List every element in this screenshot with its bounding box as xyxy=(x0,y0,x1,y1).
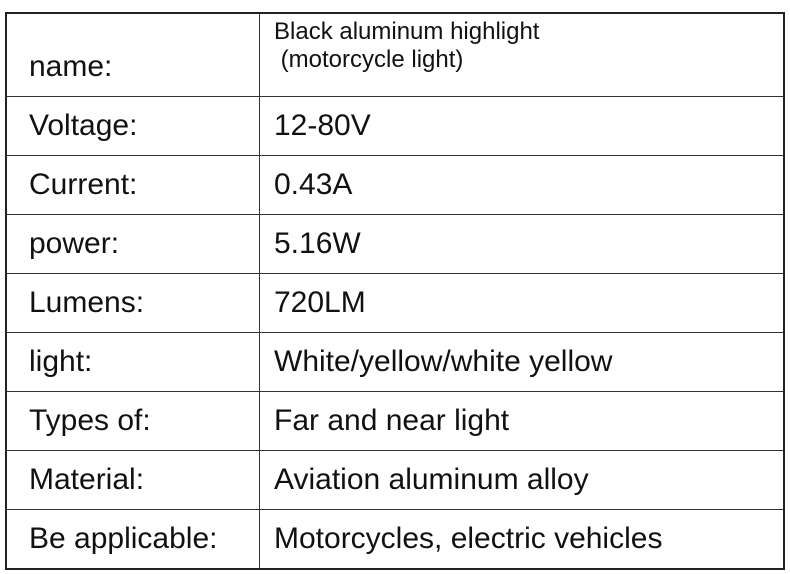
spec-row: name: Black aluminum highlight (motorcycl… xyxy=(5,12,785,97)
spec-value-cell: Aviation aluminum alloy xyxy=(259,450,785,510)
spec-label: name: xyxy=(5,12,260,97)
spec-value: White/yellow/white yellow xyxy=(274,345,613,378)
spec-value: 720LM xyxy=(274,286,366,319)
spec-row: light: White/yellow/white yellow xyxy=(5,332,785,392)
spec-label: Be applicable: xyxy=(5,509,260,570)
spec-table: name: Black aluminum highlight (motorcycl… xyxy=(5,12,785,570)
spec-value: Aviation aluminum alloy xyxy=(274,463,589,496)
spec-value-cell: Motorcycles, electric vehicles xyxy=(259,509,785,570)
spec-value: 5.16W xyxy=(274,227,361,260)
spec-row: Current: 0.43A xyxy=(5,155,785,215)
spec-label: Lumens: xyxy=(5,273,260,333)
spec-value-cell: 5.16W xyxy=(259,214,785,274)
spec-value-cell: Black aluminum highlight (motorcycle lig… xyxy=(259,12,785,97)
spec-label: Material: xyxy=(5,450,260,510)
spec-row: power: 5.16W xyxy=(5,214,785,274)
spec-value: Black aluminum highlight xyxy=(274,18,540,45)
spec-value-cell: Far and near light xyxy=(259,391,785,451)
spec-label: Voltage: xyxy=(5,96,260,156)
spec-row: Lumens: 720LM xyxy=(5,273,785,333)
spec-label: light: xyxy=(5,332,260,392)
spec-row: Material: Aviation aluminum alloy xyxy=(5,450,785,510)
spec-label: Current: xyxy=(5,155,260,215)
spec-row: Voltage: 12-80V xyxy=(5,96,785,156)
spec-value: (motorcycle light) xyxy=(274,46,464,73)
spec-label: Types of: xyxy=(5,391,260,451)
spec-value-cell: White/yellow/white yellow xyxy=(259,332,785,392)
spec-value: 0.43A xyxy=(274,168,353,201)
spec-row: Be applicable: Motorcycles, electric vehi… xyxy=(5,509,785,570)
spec-value: Motorcycles, electric vehicles xyxy=(274,522,663,555)
spec-value-cell: 0.43A xyxy=(259,155,785,215)
spec-label: power: xyxy=(5,214,260,274)
spec-value-cell: 12-80V xyxy=(259,96,785,156)
spec-value: Far and near light xyxy=(274,404,510,437)
spec-value: 12-80V xyxy=(274,109,371,142)
spec-value-cell: 720LM xyxy=(259,273,785,333)
spec-row: Types of: Far and near light xyxy=(5,391,785,451)
